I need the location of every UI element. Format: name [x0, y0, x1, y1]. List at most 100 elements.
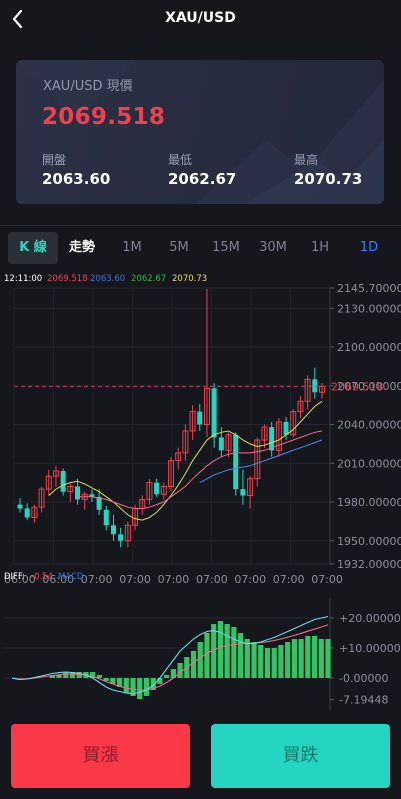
high-value: 2070.73: [294, 170, 363, 188]
candle-body: [89, 494, 95, 497]
chart-value-3: 2062.67: [131, 274, 166, 284]
chart-time: 12:11:00: [4, 274, 42, 284]
macd-histogram-bar: [69, 672, 76, 678]
macd-histogram-bar: [211, 624, 217, 678]
macd-histogram-bar: [231, 627, 237, 678]
macd-histogram-bar: [325, 639, 331, 678]
macd-histogram-bar: [150, 678, 156, 690]
macd-diff-line: [11, 615, 329, 695]
candle-body: [24, 508, 30, 518]
tab-1d[interactable]: 1D: [359, 240, 379, 255]
tab-1m[interactable]: 1M: [122, 240, 142, 255]
macd-histogram-bar: [90, 672, 96, 678]
price-axis-label: 2145.70000: [337, 282, 401, 295]
candle-body: [45, 475, 52, 490]
macd-histogram-bar: [298, 639, 304, 678]
macd-axis-label: -7.19448: [339, 694, 388, 707]
candle-body: [146, 482, 153, 500]
time-axis-label: 07:00: [158, 573, 190, 586]
macd-histogram-bar: [305, 636, 311, 678]
macd-histogram-bar: [49, 675, 55, 678]
candle-body: [312, 379, 318, 393]
candle-body: [283, 421, 289, 435]
candle-body: [189, 411, 196, 432]
macd-histogram-bar: [251, 642, 257, 678]
candle-body: [211, 388, 217, 438]
kline-chart[interactable]: 12:11:00 2069.518 2063.60 2062.67 2070.7…: [0, 268, 401, 710]
candle-body: [154, 482, 160, 495]
candle-body: [31, 506, 38, 519]
macd-histogram-bar: [116, 678, 123, 687]
time-axis-label: 07:00: [119, 573, 151, 586]
moving-average-line: [77, 430, 323, 509]
macd-histogram-bar: [63, 672, 69, 678]
candle-body: [118, 534, 124, 541]
candle-body: [67, 486, 74, 493]
price-axis-label: 2100.00000: [337, 341, 401, 354]
candle-body: [254, 439, 261, 480]
macd-histogram-bar: [285, 642, 291, 678]
macd-label: MACD: [58, 572, 84, 582]
candle-body: [124, 524, 131, 542]
time-axis-label: 07:00: [311, 573, 343, 586]
card-background-pattern: [16, 60, 384, 204]
candle-body: [261, 426, 268, 441]
macd-diff-value: -0.54: [31, 572, 53, 582]
page-title: XAU/USD: [165, 10, 236, 26]
candle-body: [38, 488, 45, 508]
candle-body: [168, 460, 174, 488]
candle-body: [269, 427, 275, 451]
macd-histogram-bar: [56, 675, 62, 678]
macd-histogram-bar: [164, 675, 170, 678]
macd-histogram-bar: [318, 639, 324, 678]
macd-histogram-bar: [76, 672, 82, 678]
macd-histogram-bar: [110, 678, 116, 684]
tab-kline[interactable]: K 線: [8, 232, 58, 264]
back-arrow-icon[interactable]: [8, 8, 28, 30]
candle-body: [60, 471, 66, 492]
tab-15m[interactable]: 15M: [212, 240, 240, 255]
price-axis-label: 2070.00000: [337, 380, 401, 393]
buy-down-button[interactable]: 買跌: [211, 724, 390, 788]
macd-histogram-bar: [190, 651, 197, 678]
buy-up-button[interactable]: 買漲: [11, 724, 190, 788]
macd-histogram-bar: [244, 639, 250, 678]
macd-histogram-bar: [123, 678, 129, 693]
candle-body: [52, 470, 59, 477]
divider: [0, 225, 401, 226]
candle-body: [218, 437, 224, 451]
macd-histogram-bar: [237, 633, 244, 678]
moving-average-line: [48, 400, 323, 521]
price-axis-label: 1980.00000: [337, 496, 401, 509]
macd-histogram-bar: [197, 642, 203, 678]
macd-histogram-bar: [96, 675, 103, 678]
macd-histogram-bar: [143, 678, 150, 696]
tab-5m[interactable]: 5M: [169, 240, 189, 255]
macd-histogram-bar: [177, 663, 183, 678]
macd-histogram-bar: [137, 678, 143, 699]
macd-histogram-bar: [224, 624, 230, 678]
candle-body: [233, 434, 239, 490]
candle-body: [304, 378, 311, 402]
tab-trend[interactable]: 走勢: [68, 240, 95, 255]
timeframe-tabs: K 線 走勢 1M 5M 15M 30M 1H 1D: [0, 232, 401, 264]
low-label: 最低: [168, 153, 193, 167]
candle-body: [240, 489, 246, 496]
candle-body: [182, 430, 189, 454]
candle-body: [203, 387, 210, 426]
macd-dea-line: [11, 624, 329, 691]
macd-histogram-bar: [311, 636, 318, 678]
macd-histogram-bar: [217, 621, 224, 678]
time-axis-label: 07:00: [81, 573, 113, 586]
candle-body: [290, 411, 297, 436]
candle-body: [75, 486, 81, 500]
candle-body: [17, 504, 23, 509]
tab-1h[interactable]: 1H: [310, 240, 330, 255]
tab-30m[interactable]: 30M: [259, 240, 287, 255]
macd-histogram-bar: [258, 645, 264, 678]
time-axis-label: 07:00: [273, 573, 305, 586]
macd-histogram-bar: [170, 669, 176, 678]
quote-card: XAU/USD 現價 2069.518 開盤 2063.60 最低 2062.6…: [16, 60, 384, 204]
price-axis-label: 2040.00000: [337, 419, 401, 432]
time-axis-label: 07:00: [196, 573, 228, 586]
